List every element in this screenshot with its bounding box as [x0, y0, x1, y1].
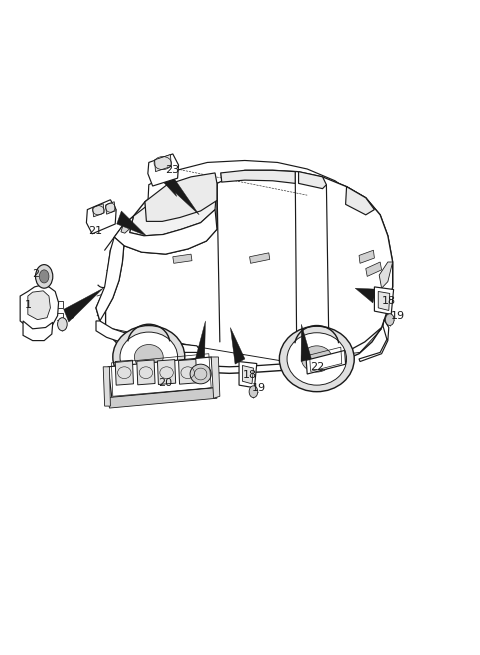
- Polygon shape: [106, 202, 115, 214]
- Text: 20: 20: [158, 378, 173, 388]
- Polygon shape: [148, 154, 179, 186]
- Polygon shape: [23, 321, 53, 341]
- Polygon shape: [355, 288, 376, 303]
- Polygon shape: [86, 200, 116, 234]
- Text: 18: 18: [382, 296, 396, 307]
- Text: 18: 18: [242, 369, 257, 380]
- Polygon shape: [299, 172, 326, 189]
- Polygon shape: [28, 291, 50, 320]
- Polygon shape: [155, 155, 171, 172]
- Polygon shape: [108, 388, 217, 408]
- Ellipse shape: [39, 270, 49, 283]
- Polygon shape: [121, 219, 131, 233]
- Polygon shape: [20, 285, 59, 331]
- Polygon shape: [159, 168, 177, 196]
- Polygon shape: [359, 320, 389, 362]
- Polygon shape: [239, 362, 257, 388]
- Polygon shape: [145, 173, 217, 221]
- Polygon shape: [250, 253, 270, 263]
- Polygon shape: [103, 367, 110, 406]
- Text: 21: 21: [88, 225, 102, 236]
- Polygon shape: [230, 328, 245, 364]
- Text: 23: 23: [165, 165, 179, 176]
- Ellipse shape: [120, 332, 178, 382]
- Polygon shape: [221, 170, 295, 183]
- Polygon shape: [108, 357, 215, 398]
- Ellipse shape: [249, 386, 258, 398]
- Text: 19: 19: [252, 383, 266, 393]
- Ellipse shape: [385, 314, 394, 326]
- Polygon shape: [157, 360, 176, 384]
- Polygon shape: [93, 204, 104, 217]
- Polygon shape: [379, 262, 393, 288]
- Text: 1: 1: [24, 299, 31, 310]
- Ellipse shape: [113, 326, 185, 388]
- Polygon shape: [96, 237, 124, 321]
- Polygon shape: [378, 291, 390, 310]
- Polygon shape: [374, 287, 394, 314]
- Polygon shape: [194, 321, 205, 367]
- Polygon shape: [366, 262, 382, 276]
- Polygon shape: [301, 324, 312, 362]
- Polygon shape: [130, 183, 217, 236]
- Polygon shape: [64, 288, 103, 322]
- Ellipse shape: [58, 318, 67, 331]
- Polygon shape: [106, 170, 393, 367]
- Polygon shape: [137, 360, 155, 385]
- Ellipse shape: [301, 346, 332, 372]
- Polygon shape: [179, 359, 197, 384]
- Ellipse shape: [279, 326, 354, 392]
- Ellipse shape: [134, 345, 163, 369]
- Ellipse shape: [36, 265, 53, 288]
- Polygon shape: [160, 168, 199, 215]
- Polygon shape: [242, 365, 253, 384]
- Text: 19: 19: [390, 310, 405, 321]
- Polygon shape: [115, 360, 133, 385]
- Text: 3: 3: [68, 310, 74, 321]
- Polygon shape: [148, 160, 365, 224]
- Polygon shape: [306, 350, 346, 374]
- Polygon shape: [96, 321, 202, 352]
- Polygon shape: [346, 187, 374, 215]
- Polygon shape: [114, 210, 217, 254]
- Polygon shape: [173, 254, 192, 263]
- Ellipse shape: [190, 364, 211, 384]
- Text: 22: 22: [310, 362, 324, 372]
- Polygon shape: [96, 170, 393, 373]
- Polygon shape: [211, 357, 220, 398]
- Ellipse shape: [287, 333, 347, 385]
- Polygon shape: [359, 250, 374, 263]
- Polygon shape: [117, 211, 146, 236]
- Text: 2: 2: [33, 269, 39, 279]
